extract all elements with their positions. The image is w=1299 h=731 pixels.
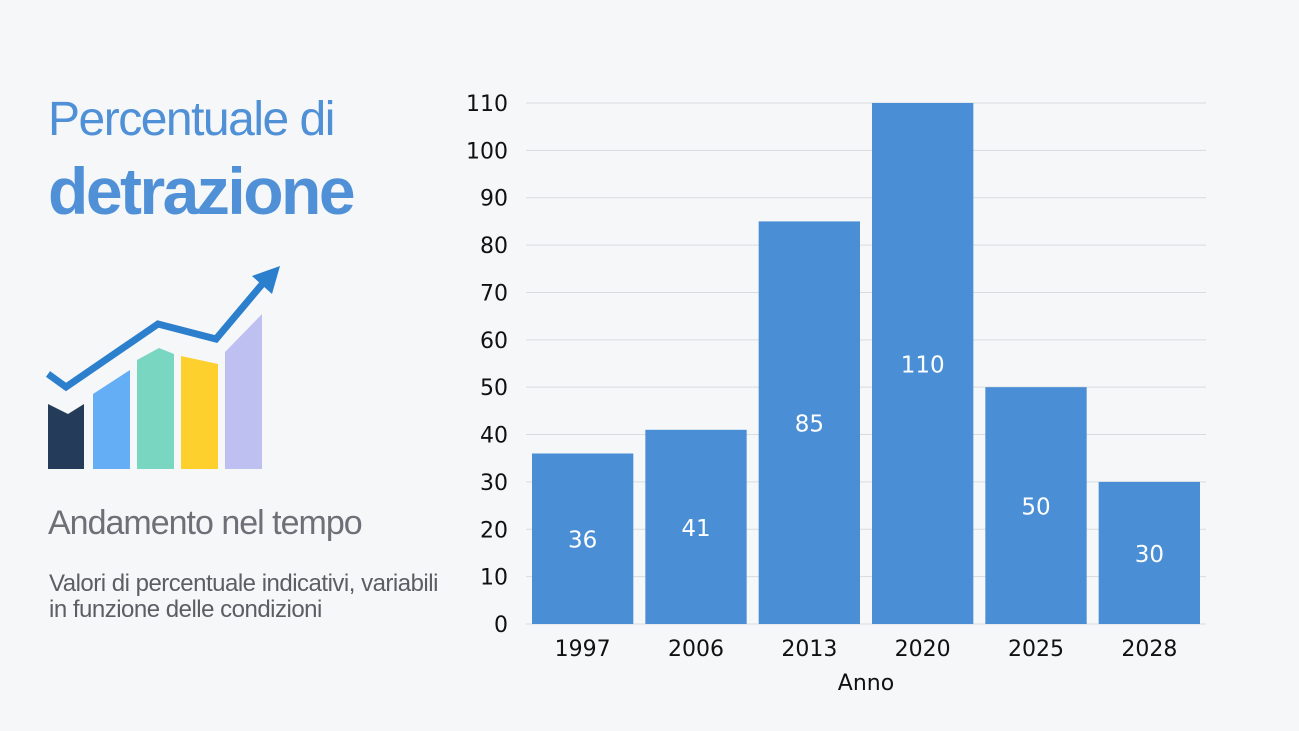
y-tick-label: 10 — [480, 566, 508, 591]
bar — [985, 387, 1087, 624]
y-tick-label: 90 — [480, 187, 508, 212]
disclaimer-note: Valori di percentuale indicativi, variab… — [49, 570, 438, 623]
y-tick-label: 40 — [480, 424, 508, 449]
bar-data-label: 30 — [1135, 542, 1164, 568]
y-tick-label: 0 — [494, 613, 508, 638]
y-tick-label: 50 — [480, 376, 508, 401]
y-tick-label: 70 — [480, 281, 508, 306]
x-tick-label: 1997 — [555, 637, 611, 662]
y-tick-label: 110 — [466, 92, 508, 117]
x-axis-title: Anno — [838, 671, 894, 696]
bar-chart: 0 10 20 30 40 50 60 70 80 90 100 110 36 1997 41 2006 85 2… — [440, 80, 1240, 714]
bar — [532, 453, 634, 624]
title-line-2: detrazione — [48, 154, 356, 228]
y-tick-label: 100 — [466, 139, 508, 164]
x-tick-label: 2028 — [1121, 637, 1177, 662]
y-tick-label: 80 — [480, 234, 508, 259]
x-tick-label: 2013 — [781, 637, 837, 662]
growth-chart-icon — [45, 264, 286, 474]
bar-data-label: 50 — [1021, 495, 1050, 521]
subtitle: Andamento nel tempo — [48, 504, 363, 542]
x-tick-label: 2006 — [668, 637, 724, 662]
y-tick-label: 30 — [480, 471, 508, 496]
y-tick-label: 60 — [480, 329, 508, 354]
x-tick-label: 2020 — [895, 637, 951, 662]
bar-data-label: 36 — [568, 528, 597, 554]
bar-chart-svg: 0 10 20 30 40 50 60 70 80 90 100 110 36 1997 41 2006 85 2… — [466, 92, 1206, 696]
bar — [1098, 481, 1200, 624]
bar — [645, 429, 747, 624]
x-tick-label: 2025 — [1008, 637, 1064, 662]
bar-data-label: 110 — [901, 353, 945, 379]
bar-data-label: 41 — [681, 516, 710, 542]
bar-data-label: 85 — [795, 412, 824, 438]
title-line-1: Percentuale di — [48, 93, 335, 146]
bar — [872, 103, 974, 624]
bar — [758, 221, 860, 624]
y-tick-label: 20 — [480, 518, 508, 543]
